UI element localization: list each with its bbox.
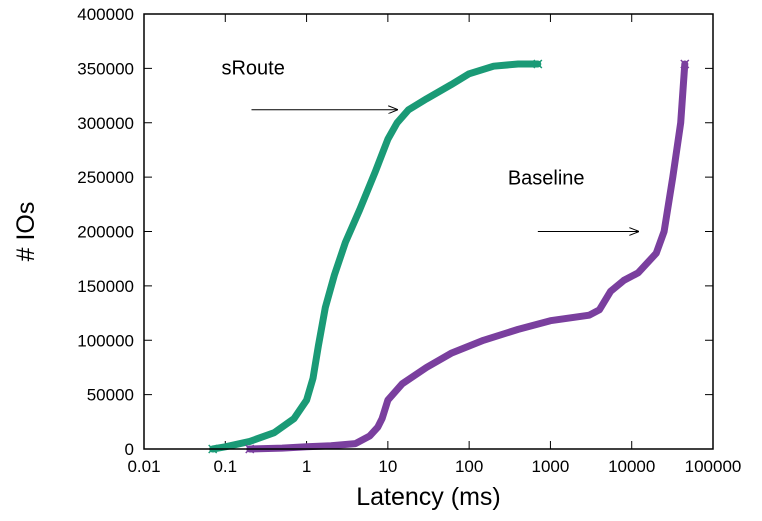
y-tick-label: 50000 <box>87 386 134 405</box>
y-axis-title: # IOs <box>12 202 40 262</box>
series-line-baseline <box>246 60 689 453</box>
y-tick-label: 0 <box>125 440 134 459</box>
series-marker-sroute <box>533 59 543 69</box>
plot-area <box>143 13 714 450</box>
axis-ticks: 0.01 0.1 1 10 100 1000 10000 100000 0 50000 100000… <box>77 5 741 476</box>
annotations: sRoute Baseline <box>221 58 638 232</box>
series-layer <box>208 59 690 454</box>
x-tick-label: 10000 <box>608 457 655 476</box>
annotation-label: Baseline <box>508 168 585 190</box>
y-tick-label: 300000 <box>77 114 134 133</box>
series-line-sroute <box>209 60 542 453</box>
annotation-label: sRoute <box>221 58 284 80</box>
y-tick-label: 350000 <box>77 59 134 78</box>
y-tick-label: 400000 <box>77 5 134 24</box>
x-tick-label: 10 <box>378 457 397 476</box>
y-tick-label: 100000 <box>77 331 134 350</box>
x-tick-label: 0.1 <box>213 457 237 476</box>
y-tick-label: 200000 <box>77 223 134 242</box>
y-tick-label: 250000 <box>77 168 134 187</box>
x-tick-label: 1 <box>302 457 311 476</box>
x-tick-label: 100 <box>455 457 483 476</box>
x-tick-label: 100000 <box>685 457 742 476</box>
series-marker-baseline <box>680 59 690 69</box>
x-tick-label: 1000 <box>532 457 570 476</box>
x-axis-title: Latency (ms) <box>356 483 500 511</box>
y-tick-label: 150000 <box>77 277 134 296</box>
x-tick-label: 0.01 <box>127 457 160 476</box>
